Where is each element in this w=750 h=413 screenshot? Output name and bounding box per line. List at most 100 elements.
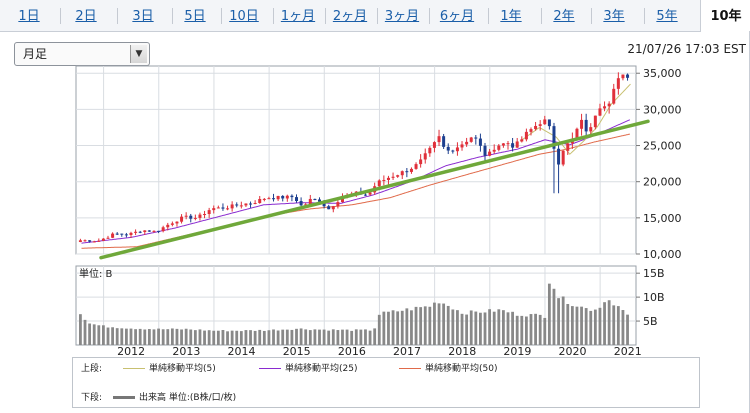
tab-1[interactable]: 2日 — [75, 9, 97, 24]
x-tick-label: 2017 — [393, 345, 421, 358]
volume-bar — [327, 330, 331, 345]
tab-0[interactable]: 1日 — [18, 9, 40, 24]
volume-bar — [170, 328, 174, 345]
candle-body — [147, 230, 151, 232]
candle-body — [580, 119, 584, 129]
candle-body — [193, 217, 197, 219]
candle-body — [78, 240, 82, 243]
candle-period-select[interactable]: 月足 ▼ — [14, 42, 150, 66]
candle-body — [520, 139, 524, 142]
tab-9[interactable]: 1年 — [500, 9, 522, 24]
candle-body — [501, 143, 505, 146]
candle-body — [368, 192, 372, 195]
volume-bar — [456, 310, 459, 345]
candle-body — [203, 214, 207, 216]
candle-body — [216, 207, 220, 209]
tab-3[interactable]: 5日 — [184, 9, 206, 24]
tab-13[interactable]: 10年 — [700, 0, 750, 32]
volume-bar — [138, 328, 142, 345]
volume-bar — [299, 328, 303, 345]
tab-5[interactable]: 1ヶ月 — [280, 9, 316, 24]
candle-body — [598, 108, 602, 116]
candle-body — [249, 203, 253, 205]
price-plot-frame — [75, 65, 637, 255]
volume-bar — [79, 314, 82, 345]
candle-body — [166, 224, 170, 228]
volume-bar — [221, 330, 225, 345]
candle-body — [290, 195, 294, 198]
volume-bar — [285, 329, 289, 345]
tab-separator — [325, 8, 326, 24]
period-tabs: 1日 2日 3日 5日 10日 1ヶ月 2ヶ月 3ヶ月 6ヶ月 1年 2年 3年 5年 10年 — [0, 0, 750, 32]
volume-bar — [405, 308, 409, 345]
candle-body — [198, 214, 202, 218]
x-tick-label: 2019 — [503, 345, 531, 358]
candle-body — [235, 204, 239, 206]
volume-bar — [258, 329, 262, 345]
volume-bar — [382, 311, 386, 345]
volume-bar — [272, 329, 275, 345]
volume-bar — [547, 283, 551, 345]
candle-body — [386, 177, 390, 180]
volume-bar — [157, 328, 160, 345]
trend-line — [99, 119, 650, 260]
tab-2[interactable]: 3日 — [132, 9, 154, 24]
tab-12[interactable]: 5年 — [656, 9, 678, 24]
volume-bar — [230, 330, 234, 345]
candle-body — [304, 204, 308, 206]
candle-body — [538, 124, 542, 126]
volume-bar — [400, 310, 404, 345]
candle-body — [488, 151, 492, 156]
candle-body — [152, 230, 156, 232]
volume-bar — [308, 330, 312, 345]
legend-swatch-volume — [113, 396, 135, 399]
tab-separator — [273, 8, 274, 24]
candle-body — [281, 195, 285, 199]
x-tick-label: 2016 — [338, 345, 366, 358]
volume-bar — [111, 327, 114, 345]
legend-swatch-sma25 — [259, 368, 281, 369]
tab-10[interactable]: 2年 — [553, 9, 575, 24]
candle-body — [593, 115, 597, 128]
price-y-tick-label: 35,000 — [643, 67, 682, 80]
candle-body — [561, 150, 565, 165]
candle-body — [469, 137, 473, 142]
volume-bar — [120, 328, 124, 345]
candle-body — [313, 198, 317, 200]
volume-bar — [557, 298, 560, 345]
candle-body — [184, 215, 188, 217]
volume-bar — [607, 300, 611, 345]
tab-8[interactable]: 6ヶ月 — [439, 9, 475, 24]
volume-bar — [515, 315, 519, 345]
volume-bar — [92, 324, 96, 345]
candle-body — [244, 203, 248, 206]
candle-body — [524, 131, 528, 140]
tab-11[interactable]: 3年 — [603, 9, 625, 24]
candle-body — [189, 215, 193, 219]
candle-body — [391, 176, 395, 178]
volume-bar — [83, 319, 87, 345]
volume-bar — [244, 330, 248, 345]
candle-body — [295, 197, 299, 202]
volume-bar — [621, 310, 625, 345]
tab-7[interactable]: 3ヶ月 — [384, 9, 420, 24]
volume-bar — [433, 302, 436, 345]
volume-bar — [318, 329, 321, 345]
x-tick-label: 2012 — [117, 345, 145, 358]
candle-body — [239, 205, 243, 207]
tab-6[interactable]: 2ヶ月 — [332, 9, 368, 24]
tab-4[interactable]: 10日 — [229, 9, 259, 24]
candle-body — [363, 194, 367, 196]
dropdown-triangle-icon[interactable]: ▼ — [130, 45, 147, 63]
legend-item-sma50: 単純移動平均(50) — [399, 362, 497, 376]
candle-body — [534, 125, 538, 130]
volume-bar — [354, 329, 358, 345]
x-tick-label: 2014 — [228, 345, 256, 358]
candle-body — [607, 103, 611, 107]
volume-bar — [414, 306, 418, 345]
volume-bar — [483, 312, 487, 345]
volume-bar — [262, 330, 266, 345]
candle-body — [547, 119, 551, 127]
volume-bar — [612, 305, 616, 345]
